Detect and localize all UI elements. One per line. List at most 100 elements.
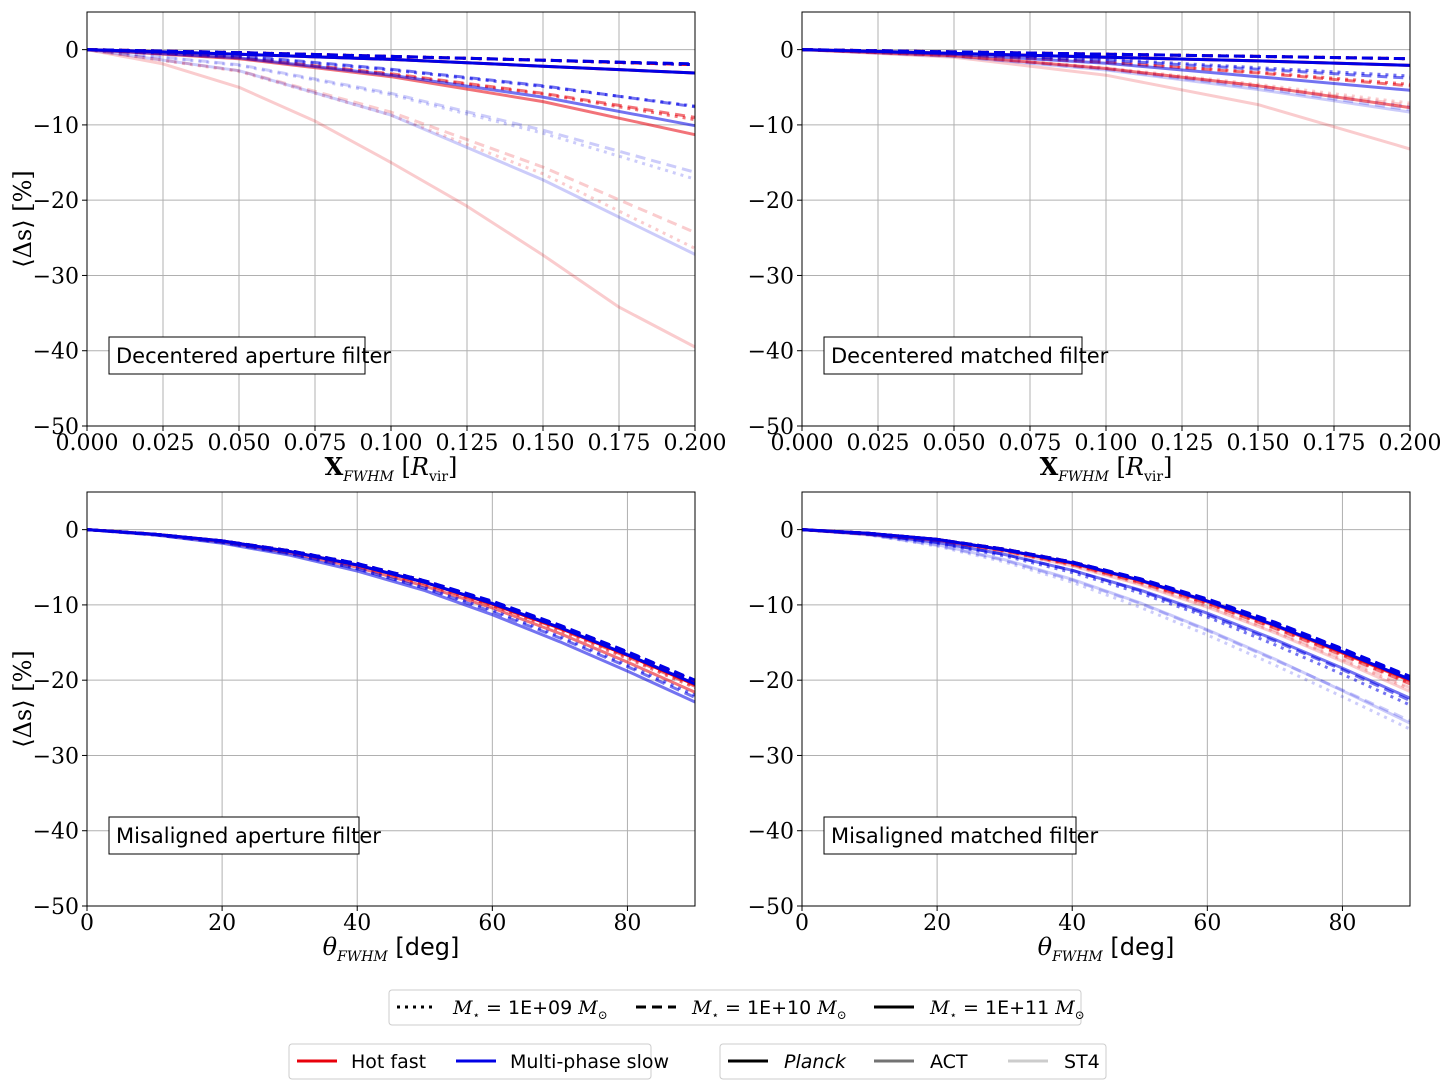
- panel-label-box: [823, 816, 1077, 855]
- legend-model-label: Multi-phase slow: [510, 1051, 669, 1073]
- y-tick-label: −20: [33, 189, 79, 214]
- series-line-hot-fast-1E+11-st4: [801, 528, 1411, 693]
- x-tick-label: 0.050: [923, 431, 986, 456]
- series-line-hot-fast-1E+10-planck: [801, 528, 1411, 681]
- y-tick-label: −10: [748, 114, 794, 139]
- series-line-multi-phase-slow-1E+09-st4: [801, 528, 1411, 731]
- series-line-hot-fast-1E+10-st4: [86, 48, 696, 234]
- y-tick-label: −20: [33, 669, 79, 694]
- x-tick-label: 0.000: [56, 431, 119, 456]
- x-tick-label: 0.175: [1303, 431, 1366, 456]
- legend-mass-unit: M: [816, 997, 837, 1019]
- legend-mass-subscript: ⋆: [711, 1008, 719, 1022]
- y-tick-label: −30: [748, 744, 794, 769]
- legend-mass: M⋆ = 1E+09 M⊙ M⋆ = 1E+10 M⊙ M⋆ = 1E+11 M⊙: [388, 989, 1085, 1026]
- x-axis-label-bracket: ]: [448, 453, 457, 481]
- x-tick-label: 20: [923, 911, 951, 936]
- legend-mass-label: M⋆ = 1E+09 M⊙: [452, 997, 608, 1022]
- x-tick-label: 40: [1058, 911, 1086, 936]
- y-tick-label: 0: [780, 39, 794, 64]
- panel-label-box: [108, 816, 360, 855]
- x-tick-label: 80: [613, 911, 641, 936]
- x-axis-label: θFWHM [deg]: [1038, 933, 1175, 965]
- legend-model-label: Hot fast: [351, 1051, 426, 1073]
- x-tick-label: 0.075: [999, 431, 1062, 456]
- x-axis-label-unit-subscript: vir: [1143, 469, 1163, 485]
- x-tick-label: 0.125: [1151, 431, 1214, 456]
- axes-frame: [86, 491, 696, 907]
- y-tick-label: −50: [748, 415, 794, 440]
- chart-panel-2: 0.000 0.025 0.050 0.075 0.100 0.125 0.150 0.175…: [748, 11, 1440, 485]
- x-tick-label: 60: [478, 911, 506, 936]
- x-tick-label: 0.050: [208, 431, 271, 456]
- series-line-hot-fast-1E+09-st4: [801, 528, 1411, 691]
- y-tick-label: −40: [748, 820, 794, 845]
- series-line-multi-phase-slow-1E+11-act: [86, 48, 696, 128]
- series-line-multi-phase-slow-1E+09-planck: [801, 528, 1411, 679]
- x-tick-label: 0.075: [284, 431, 347, 456]
- y-tick-label: 0: [780, 519, 794, 544]
- x-tick-label: 0.100: [1075, 431, 1138, 456]
- x-tick-label: 0.200: [1379, 431, 1440, 456]
- legend-model: Hot fast Multi-phase slow: [288, 1043, 669, 1080]
- legend-instrument-label: ST4: [1064, 1051, 1100, 1073]
- x-axis-label-symbol: θ: [1038, 933, 1053, 961]
- panel-label: Decentered matched filter: [831, 344, 1109, 368]
- x-axis-label-unit: R: [1125, 453, 1144, 481]
- panel-label: Decentered aperture filter: [116, 344, 391, 368]
- legend-instrument: Planck ACT ST4: [719, 1043, 1107, 1080]
- y-tick-label: −40: [33, 340, 79, 365]
- x-axis-label-subscript: FWHM: [1057, 469, 1109, 485]
- legend-mass-unit: M: [1054, 997, 1075, 1019]
- x-axis-label-unit: [deg]: [1103, 933, 1175, 961]
- legend-mass-subscript: ⋆: [472, 1008, 480, 1022]
- y-axis-label: ⟨Δs⟩ [%]: [9, 170, 37, 268]
- x-tick-label: 0.200: [664, 431, 727, 456]
- y-tick-label: −20: [748, 669, 794, 694]
- series-line-multi-phase-slow-1E+11-planck: [86, 528, 696, 686]
- chart-panel-1: 0.000 0.025 0.050 0.075 0.100 0.125 0.150 0.175…: [9, 11, 727, 485]
- series-line-multi-phase-slow-1E+10-st4: [86, 48, 696, 174]
- series-line-multi-phase-slow-1E+11-planck: [86, 48, 696, 75]
- series-line-hot-fast-1E+09-act: [86, 528, 696, 690]
- x-axis-label: XFWHM [Rvir]: [1040, 452, 1173, 485]
- x-tick-label: 0.150: [1227, 431, 1290, 456]
- x-axis-label-subscript: FWHM: [1051, 949, 1103, 965]
- x-tick-label: 20: [208, 911, 236, 936]
- x-tick-label: 0.175: [588, 431, 651, 456]
- x-tick-label: 0: [80, 911, 94, 936]
- y-tick-label: 0: [65, 39, 79, 64]
- x-axis-label-unit: R: [410, 453, 429, 481]
- x-axis-label-subscript: FWHM: [336, 949, 388, 965]
- chart-panel-4: 0 20 40 60 80 0 −10 −20 −30 −40 −50 θFWHM [deg] Misa…: [748, 491, 1411, 965]
- series-line-multi-phase-slow-1E+11-act: [86, 528, 696, 704]
- series-line-multi-phase-slow-1E+11-st4: [801, 528, 1411, 725]
- legend-mass-subscript: ⋆: [949, 1008, 957, 1022]
- x-tick-label: 0.150: [512, 431, 575, 456]
- panel-label: Misaligned aperture filter: [116, 824, 381, 848]
- series-line-multi-phase-slow-1E+10-planck: [801, 528, 1411, 678]
- x-tick-label: 0.025: [132, 431, 195, 456]
- legend-mass-frame: [388, 989, 1082, 1026]
- y-tick-label: −30: [33, 744, 79, 769]
- x-axis-label-bracket: [: [394, 453, 411, 481]
- series-line-multi-phase-slow-1E+10-act: [86, 528, 696, 699]
- x-axis-label-bracket: [: [1109, 453, 1126, 481]
- chart-panel-3: 0 20 40 60 80 0 −10 −20 −30 −40 −50 θFWHM [deg] ⟨Δs⟩…: [9, 491, 696, 965]
- legend-mass-unit: M: [577, 997, 598, 1019]
- x-axis-label-unit-subscript: vir: [428, 469, 448, 485]
- panel-label-box: [823, 336, 1083, 375]
- legend-mass-symbol: M: [929, 997, 950, 1019]
- y-tick-label: −10: [33, 594, 79, 619]
- x-tick-label: 0.025: [847, 431, 910, 456]
- panel-label: Misaligned matched filter: [831, 824, 1099, 848]
- legend-mass-unit-subscript: ⊙: [1075, 1008, 1085, 1022]
- series-line-multi-phase-slow-1E+11-act: [801, 528, 1411, 700]
- series-line-multi-phase-slow-1E+11-planck: [801, 48, 1411, 67]
- legend-mass-symbol: M: [691, 997, 712, 1019]
- legend-mass-value: = 1E+09: [480, 997, 578, 1019]
- y-tick-label: −10: [748, 594, 794, 619]
- y-tick-label: −50: [33, 415, 79, 440]
- y-tick-label: 0: [65, 519, 79, 544]
